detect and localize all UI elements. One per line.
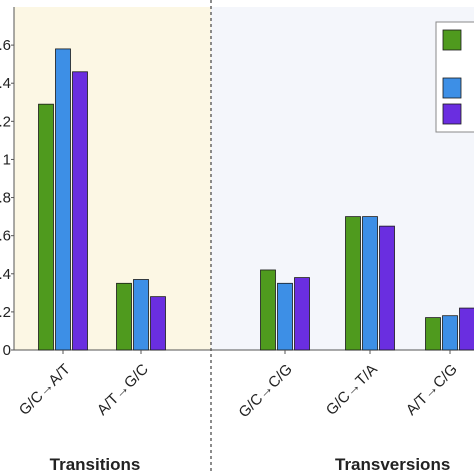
bar: [133, 279, 149, 351]
x-tick-label: A/T→G/C: [94, 361, 152, 419]
bar: [260, 269, 276, 351]
bar: [362, 216, 378, 351]
bar: [72, 71, 88, 351]
bar: [442, 315, 458, 351]
x-tick-label: G/C→C/G: [235, 361, 295, 421]
legend-swatch: [442, 29, 462, 51]
bar: [150, 296, 166, 351]
group-label: Transitions: [50, 455, 141, 474]
y-tick-label: 1.4: [0, 75, 11, 92]
y-tick-label: 1: [3, 151, 11, 168]
bar: [294, 277, 310, 351]
y-tick-label: 1.6: [0, 37, 11, 54]
y-tick-label: 0: [3, 342, 11, 359]
bar: [379, 225, 395, 351]
bar: [425, 317, 441, 351]
legend-swatch: [442, 103, 462, 125]
bar: [38, 103, 54, 351]
y-tick-label: 0.2: [0, 304, 11, 321]
x-tick-label: G/C→T/A: [323, 361, 381, 419]
x-tick-label: G/C→A/T: [16, 361, 74, 419]
bar: [55, 48, 71, 351]
y-tick-label: 0.8: [0, 190, 11, 207]
y-tick-label: 0.4: [0, 266, 11, 283]
bar: [459, 307, 474, 351]
y-tick-label: 0.6: [0, 228, 11, 245]
group-label: Transversions: [335, 455, 450, 474]
bar: [345, 216, 361, 351]
legend-swatch: [442, 77, 462, 99]
bar: [116, 282, 132, 351]
panel-background: [211, 7, 474, 350]
y-tick-label: 1.2: [0, 113, 11, 130]
bar: [277, 282, 293, 351]
x-tick-label: A/T→C/G: [403, 361, 461, 419]
